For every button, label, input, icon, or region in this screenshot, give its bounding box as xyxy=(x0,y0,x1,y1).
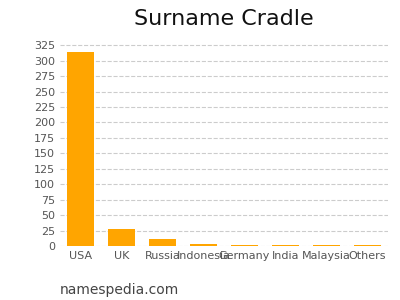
Bar xyxy=(67,52,94,246)
Bar xyxy=(108,229,135,246)
Bar xyxy=(190,244,217,246)
Title: Surname Cradle: Surname Cradle xyxy=(134,9,314,29)
Bar xyxy=(272,245,299,246)
Text: namespedia.com: namespedia.com xyxy=(60,283,179,297)
Bar xyxy=(354,245,381,246)
Bar xyxy=(313,245,340,246)
Bar xyxy=(231,245,258,246)
Bar xyxy=(149,239,176,246)
